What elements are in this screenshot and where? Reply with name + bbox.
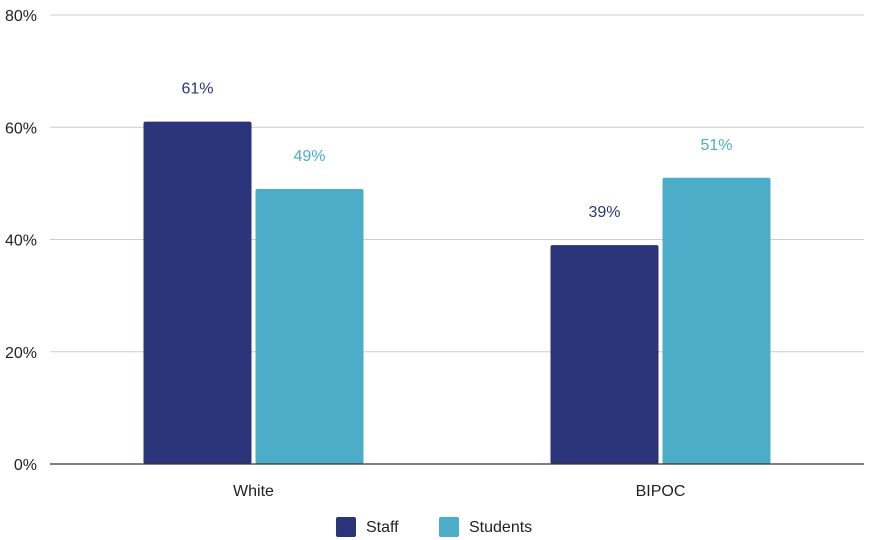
x-axis: White BIPOC: [50, 463, 864, 500]
bar-staff-bipoc: [550, 245, 659, 464]
legend-swatch: [439, 517, 459, 537]
y-tick-label: 80%: [5, 8, 37, 25]
y-tick-label: 40%: [5, 233, 37, 250]
data-label: 49%: [293, 148, 325, 165]
legend-label: Students: [469, 519, 532, 536]
bar-staff-white: [143, 121, 252, 464]
y-tick-label: 60%: [5, 120, 37, 137]
y-axis: 0% 20% 40% 60% 80%: [5, 8, 37, 474]
bars: [143, 121, 771, 465]
legend-label: Staff: [366, 519, 399, 536]
legend-swatch: [336, 517, 356, 537]
x-tick-label: White: [233, 483, 274, 500]
y-tick-label: 0%: [14, 457, 37, 474]
bar-students-bipoc: [662, 177, 771, 464]
y-tick-label: 20%: [5, 345, 37, 362]
data-labels: 61% 49% 39% 51%: [181, 81, 732, 221]
legend: Staff Students: [336, 517, 532, 537]
data-label: 61%: [181, 81, 213, 98]
bar-students-white: [255, 188, 364, 465]
x-tick-label: BIPOC: [636, 483, 686, 500]
data-label: 51%: [700, 137, 732, 154]
data-label: 39%: [588, 204, 620, 221]
